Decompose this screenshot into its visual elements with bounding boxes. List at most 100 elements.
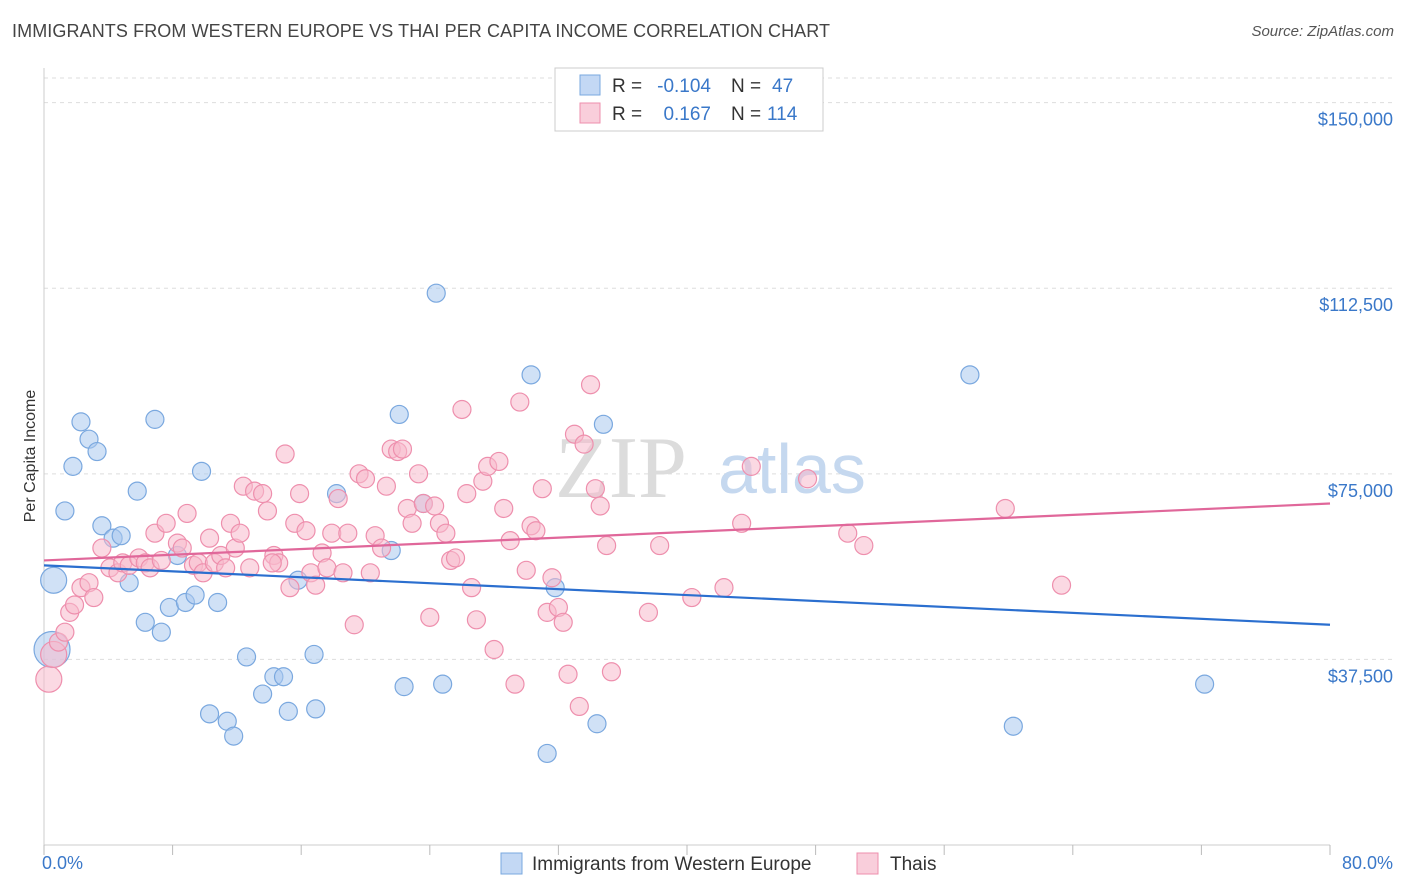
point-thais — [322, 523, 342, 543]
point-thais — [257, 501, 278, 521]
point-thais — [741, 456, 761, 476]
point-thais — [289, 484, 310, 504]
point-thais — [216, 558, 236, 578]
point-thais — [569, 696, 589, 717]
stats-swatch-thais — [579, 102, 601, 124]
point-thais — [457, 484, 477, 504]
point-thais — [408, 464, 429, 484]
point-thais — [376, 476, 396, 496]
point-thais — [601, 662, 622, 682]
y-tick-labels: $37,500 $75,000 $112,500 $150,000 — [1318, 110, 1393, 687]
point-thais — [436, 523, 456, 543]
point-thais — [682, 587, 702, 608]
point-western-europe — [63, 456, 83, 476]
point-thais — [574, 434, 594, 454]
point-thais — [580, 375, 601, 395]
series-thais-points — [35, 375, 1072, 717]
legend-label-thais: Thais — [890, 854, 936, 875]
point-thais — [597, 535, 617, 556]
point-western-europe — [151, 622, 171, 642]
point-western-europe — [587, 714, 607, 734]
point-western-europe — [537, 743, 557, 764]
point-thais — [392, 439, 413, 459]
point-western-europe — [593, 414, 614, 434]
point-thais — [296, 521, 316, 541]
stats-n-label-1: N = — [731, 104, 761, 125]
y-tick-label: $75,000 — [1328, 481, 1393, 501]
point-western-europe — [306, 699, 326, 719]
chart-title: IMMIGRANTS FROM WESTERN EUROPE VS THAI P… — [12, 21, 831, 41]
point-western-europe — [199, 704, 220, 724]
point-thais — [838, 523, 858, 543]
point-western-europe — [433, 674, 453, 694]
point-thais — [35, 665, 63, 693]
point-western-europe — [1003, 716, 1023, 736]
point-western-europe — [224, 726, 244, 746]
point-thais — [328, 488, 348, 509]
point-thais — [494, 498, 514, 519]
source-label: Source: ZipAtlas.com — [1251, 23, 1394, 40]
point-thais — [64, 595, 85, 615]
point-western-europe — [92, 516, 112, 536]
point-western-europe — [191, 461, 212, 481]
series-western-europe-points — [33, 283, 1215, 764]
legend-swatch-thais — [856, 852, 879, 875]
point-thais — [230, 523, 250, 543]
point-thais — [177, 503, 197, 524]
point-thais — [420, 607, 440, 627]
stats-box: R = -0.104 N = 47 R = 0.167 N = 114 — [554, 67, 824, 132]
point-thais — [333, 563, 353, 583]
point-western-europe — [135, 612, 155, 632]
point-thais — [275, 444, 295, 464]
legend-label-western-europe: Immigrants from Western Europe — [532, 854, 811, 875]
point-thais — [371, 538, 392, 558]
point-thais — [466, 610, 487, 630]
point-thais — [732, 513, 752, 533]
point-thais — [240, 558, 260, 578]
point-thais — [650, 535, 670, 556]
point-western-europe — [236, 647, 257, 667]
point-western-europe — [185, 585, 205, 605]
point-thais — [306, 575, 326, 595]
point-western-europe — [55, 501, 75, 521]
point-western-europe — [273, 667, 294, 687]
stats-swatch-western-europe — [579, 74, 601, 96]
point-thais — [355, 469, 376, 489]
point-western-europe — [394, 677, 414, 697]
point-thais — [590, 496, 610, 516]
point-thais — [360, 563, 380, 583]
stats-n-value-0: 47 — [772, 76, 793, 97]
point-western-europe — [253, 684, 273, 704]
point-western-europe — [40, 566, 68, 594]
point-thais — [262, 553, 282, 573]
y-tick-label: $37,500 — [1328, 666, 1393, 686]
point-thais — [84, 587, 104, 608]
point-western-europe — [521, 365, 541, 385]
point-thais — [797, 469, 818, 489]
point-thais — [280, 578, 300, 598]
point-thais — [461, 578, 482, 598]
stats-r-label-0: R = — [612, 76, 642, 97]
point-thais — [854, 535, 874, 556]
point-thais — [484, 639, 504, 660]
trend-line-thais — [43, 502, 1331, 562]
point-thais — [402, 513, 422, 533]
point-western-europe — [389, 404, 409, 425]
point-thais — [714, 578, 734, 598]
trend-line-western-europe — [43, 564, 1331, 626]
point-thais — [55, 622, 75, 642]
point-thais — [156, 513, 176, 533]
point-thais — [317, 558, 337, 578]
point-thais — [585, 479, 605, 499]
point-thais — [532, 479, 552, 499]
y-axis-title: Per Capita Income — [22, 390, 39, 523]
watermark-atlas: atlas — [718, 430, 866, 508]
point-thais — [338, 523, 358, 543]
point-thais — [638, 602, 659, 622]
point-thais — [92, 538, 112, 558]
point-western-europe — [278, 701, 298, 721]
point-western-europe — [87, 441, 107, 462]
point-thais — [425, 496, 445, 516]
point-thais — [199, 528, 220, 548]
